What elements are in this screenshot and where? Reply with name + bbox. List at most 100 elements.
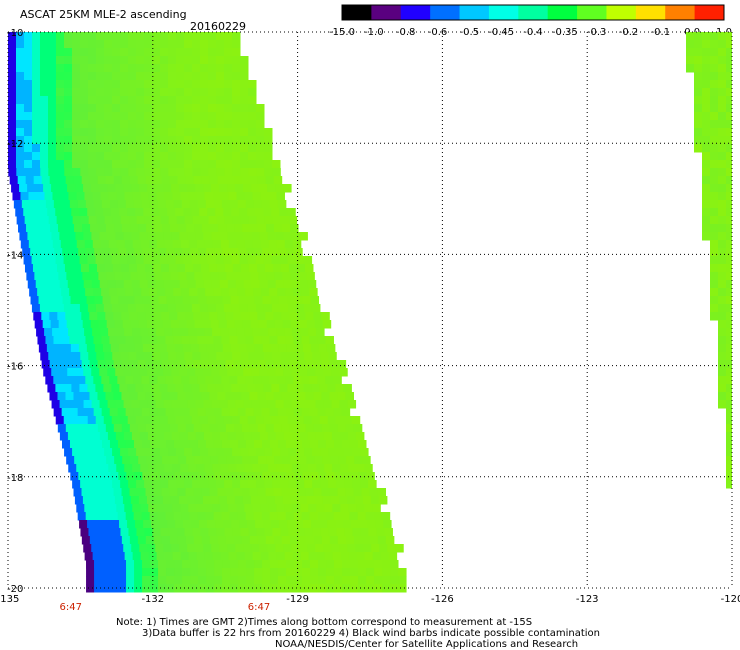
swath-cell — [262, 296, 272, 305]
swath-cell — [187, 544, 196, 553]
swath-cell — [330, 496, 340, 505]
swath-cell — [232, 112, 241, 121]
swath-cell — [294, 568, 303, 577]
swath-cell — [710, 80, 719, 89]
swath-cell — [334, 568, 343, 577]
swath-cell — [321, 360, 331, 369]
swath-cell — [24, 216, 34, 225]
swath-cell — [65, 360, 75, 369]
swath-cell — [199, 304, 209, 313]
swath-cell — [270, 584, 279, 593]
swath-cell — [227, 232, 236, 241]
swath-cell — [288, 480, 297, 489]
swath-cell — [139, 544, 148, 553]
swath-cell — [232, 136, 241, 145]
swath-cell — [718, 232, 727, 241]
swath-cell — [33, 312, 42, 321]
swath-cell — [286, 344, 296, 353]
swath-cell — [53, 288, 62, 297]
swath-cell — [267, 368, 276, 377]
swath-cell — [141, 440, 151, 449]
swath-cell — [64, 352, 73, 361]
swath-cell — [169, 488, 179, 497]
swath-cell — [726, 296, 735, 305]
swath-cell — [59, 280, 69, 289]
swath-cell — [96, 64, 105, 73]
swath-cell — [710, 248, 719, 257]
swath-cell — [208, 264, 218, 273]
swath-cell — [248, 352, 257, 361]
swath-cell — [80, 48, 89, 57]
swath-cell — [160, 448, 169, 457]
swath-cell — [257, 176, 267, 185]
swath-cell — [275, 280, 285, 289]
swath-cell — [184, 448, 193, 457]
colorbar-segment — [577, 5, 607, 20]
swath-cell — [24, 88, 33, 97]
swath-cell — [305, 424, 315, 433]
swath-cell — [56, 152, 65, 161]
swath-cell — [686, 48, 695, 57]
swath-cell — [24, 48, 33, 57]
swath-cell — [295, 304, 305, 313]
swath-cell — [169, 424, 179, 433]
swath-cell — [232, 104, 241, 113]
swath-cell — [373, 512, 383, 521]
swath-cell — [726, 480, 735, 489]
swath-cell — [135, 208, 144, 217]
swath-cell — [710, 208, 719, 217]
swath-cell — [175, 304, 185, 313]
swath-cell — [179, 432, 189, 441]
swath-cell — [166, 344, 176, 353]
swath-cell — [265, 488, 275, 497]
swath-cell — [198, 248, 207, 257]
swath-cell — [108, 552, 118, 561]
swath-cell — [32, 40, 41, 49]
swath-cell — [710, 96, 719, 105]
swath-cell — [183, 520, 192, 529]
swath-cell — [129, 360, 139, 369]
swath-cell — [80, 264, 90, 273]
swath-cell — [80, 120, 89, 129]
swath-cell — [176, 72, 185, 81]
swath-cell — [240, 112, 249, 121]
swath-cell — [301, 512, 311, 521]
colorbar-segment — [430, 5, 461, 20]
swath-cell — [77, 200, 87, 209]
swath-cell — [208, 64, 217, 73]
swath-cell — [238, 248, 247, 257]
swath-cell — [280, 448, 289, 457]
swath-cell — [68, 464, 77, 473]
swath-cell — [323, 432, 333, 441]
swath-cell — [48, 56, 57, 65]
swath-cell — [157, 288, 166, 297]
swath-cell — [268, 192, 277, 201]
swath-cell — [219, 400, 229, 409]
swath-cell — [357, 512, 367, 521]
swath-cell — [256, 528, 265, 537]
swath-cell — [112, 144, 121, 153]
swath-cell — [24, 56, 33, 65]
swath-cell — [216, 48, 225, 57]
swath-cell — [153, 424, 163, 433]
swath-cell — [337, 424, 347, 433]
swath-cell — [119, 256, 129, 265]
swath-cell — [710, 160, 719, 169]
swath-cell — [23, 256, 33, 265]
swath-cell — [271, 520, 280, 529]
swath-cell — [85, 288, 94, 297]
swath-cell — [335, 384, 344, 393]
swath-cell — [88, 480, 97, 489]
swath-cell — [335, 520, 344, 529]
swath-cell — [32, 80, 41, 89]
swath-cell — [196, 504, 205, 513]
swath-cell — [115, 400, 125, 409]
swath-cell — [726, 472, 735, 481]
swath-cell — [269, 200, 279, 209]
swath-cell — [95, 384, 104, 393]
swath-cell — [242, 456, 251, 465]
swath-cell — [139, 432, 149, 441]
swath-cell — [204, 552, 214, 561]
swath-cell — [32, 128, 41, 137]
swath-cell — [208, 32, 217, 41]
